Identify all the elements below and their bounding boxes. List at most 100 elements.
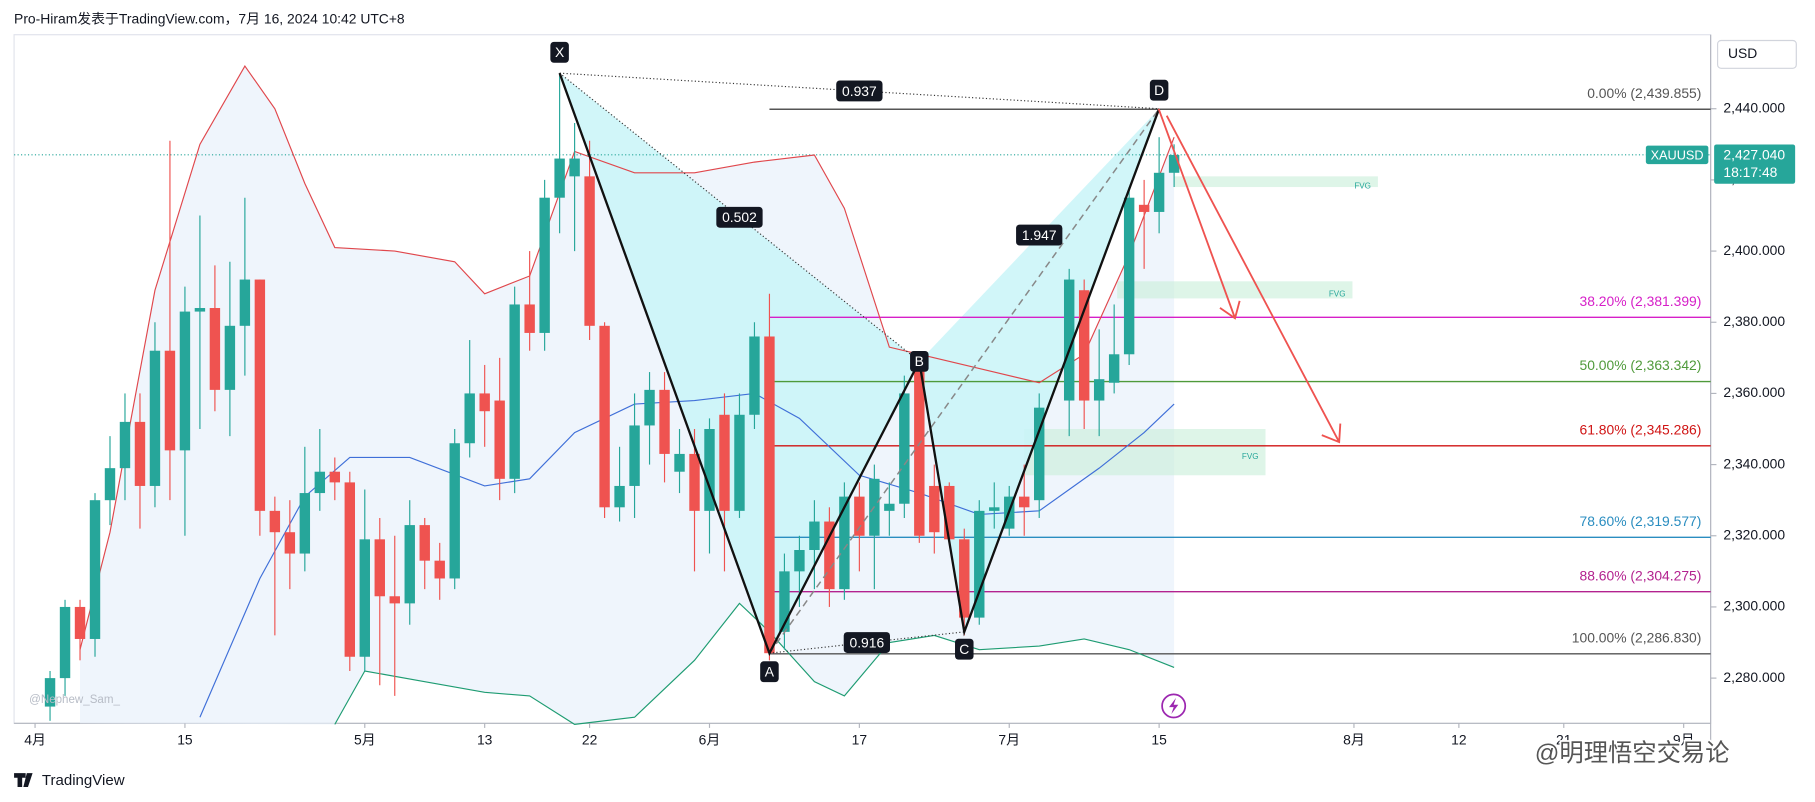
candle-body bbox=[1078, 290, 1090, 401]
pattern-dashed bbox=[768, 108, 1160, 654]
countdown-label: 18:17:48 bbox=[1723, 164, 1777, 180]
x-tick-label: 9月 bbox=[1673, 731, 1695, 747]
lightning bbox=[1169, 697, 1179, 715]
candle-body bbox=[344, 482, 356, 657]
fvg-zone bbox=[1024, 429, 1266, 476]
ratio-label: 0.937 bbox=[842, 83, 877, 99]
candle-body bbox=[734, 414, 745, 511]
projection-arrows bbox=[1157, 108, 1342, 444]
y-tick-label: 2,320.000 bbox=[1723, 526, 1785, 542]
candle-body bbox=[1123, 197, 1135, 355]
candle-body bbox=[824, 521, 835, 590]
pattern-point-box bbox=[910, 350, 929, 372]
footer: TradingView bbox=[42, 772, 125, 789]
candle-body bbox=[239, 279, 251, 326]
price-label: 2,427.040 bbox=[1723, 147, 1785, 163]
candle-body bbox=[524, 304, 535, 333]
candle-body bbox=[989, 507, 1000, 511]
x-tick-label: 5月 bbox=[354, 731, 376, 747]
fib-label: 100.00% (2,286.830) bbox=[1572, 629, 1702, 645]
x-tick-label: 17 bbox=[852, 731, 868, 747]
candle-body bbox=[1168, 154, 1180, 173]
candle-body bbox=[1093, 379, 1105, 401]
ratio-label: 0.502 bbox=[722, 209, 757, 225]
x-tick-label: 21 bbox=[1556, 731, 1572, 747]
symbol-box bbox=[1645, 145, 1709, 165]
fvg-label: FVG bbox=[1329, 290, 1346, 299]
candle-body bbox=[434, 560, 445, 579]
candle-body bbox=[59, 606, 71, 679]
pattern-point-box bbox=[550, 41, 569, 63]
x-tick-label: 13 bbox=[477, 731, 493, 747]
candle-body bbox=[719, 414, 730, 511]
candle-body bbox=[614, 485, 625, 508]
ratio-label: 0.916 bbox=[849, 634, 884, 650]
candle-body bbox=[779, 571, 790, 632]
candle-body bbox=[914, 364, 925, 536]
candle-body bbox=[629, 425, 640, 486]
candle-body bbox=[44, 678, 56, 707]
candle-body bbox=[884, 503, 895, 511]
candle-body bbox=[809, 521, 820, 551]
candle-body bbox=[959, 539, 970, 618]
ratio-box bbox=[1016, 224, 1063, 246]
currency-button[interactable] bbox=[1717, 39, 1797, 69]
candle-body bbox=[419, 525, 430, 561]
candle-body bbox=[449, 443, 460, 579]
x-tick-label: 15 bbox=[177, 731, 193, 747]
candle-body bbox=[464, 393, 475, 444]
candle-body bbox=[329, 471, 341, 483]
y-tick-label: 2,360.000 bbox=[1723, 384, 1785, 400]
fib-label: 50.00% (2,363.342) bbox=[1580, 357, 1702, 373]
fvg-zone bbox=[1117, 281, 1353, 299]
candle-body bbox=[539, 197, 550, 333]
fvg-label: FVG bbox=[1354, 181, 1371, 190]
candle-body bbox=[209, 308, 221, 390]
candle-body bbox=[74, 606, 86, 639]
y-tick-label: 2,440.000 bbox=[1723, 99, 1785, 115]
candle-body bbox=[389, 596, 400, 604]
fib-label: 78.60% (2,319.577) bbox=[1580, 513, 1702, 529]
pattern-point-box bbox=[1149, 79, 1169, 101]
candle-body bbox=[479, 393, 490, 412]
x-tick-label: 8月 bbox=[1343, 731, 1365, 747]
ratio-box bbox=[716, 206, 763, 228]
x-tick-label: 22 bbox=[582, 731, 598, 747]
candle-body bbox=[944, 485, 955, 540]
candle-body bbox=[374, 539, 385, 597]
candle-body bbox=[104, 468, 116, 501]
candle-body bbox=[599, 325, 610, 508]
pattern-point-label: X bbox=[555, 44, 564, 60]
candle-body bbox=[299, 493, 311, 554]
candle-body bbox=[1034, 407, 1045, 501]
y-tick-label: 2,300.000 bbox=[1723, 598, 1785, 614]
fib-label: 88.60% (2,304.275) bbox=[1580, 567, 1702, 583]
candle-body bbox=[494, 400, 505, 479]
candle-body bbox=[1108, 354, 1120, 383]
candle-body bbox=[269, 510, 281, 533]
x-tick-label: 6月 bbox=[699, 731, 721, 747]
x-tick-label: 15 bbox=[1151, 731, 1167, 747]
candle-body bbox=[839, 496, 850, 590]
fvg-label: FVG bbox=[1242, 452, 1259, 461]
pattern-point-label: A bbox=[765, 664, 775, 680]
candle-body bbox=[179, 311, 191, 451]
ratio-label: 1.947 bbox=[1022, 227, 1057, 243]
candle-body bbox=[224, 325, 236, 390]
candle-body bbox=[554, 158, 565, 198]
candle-body bbox=[974, 510, 985, 618]
candle-body bbox=[119, 421, 131, 469]
candle-body bbox=[749, 336, 760, 415]
candle-body bbox=[899, 393, 910, 504]
candle-body bbox=[1063, 279, 1075, 401]
y-tick-label: 2,380.000 bbox=[1723, 313, 1785, 329]
candle-body bbox=[794, 550, 805, 572]
candle-body bbox=[359, 539, 370, 657]
corner-watermark: @明理悟空交易论 bbox=[1535, 740, 1730, 767]
candle-body bbox=[284, 532, 296, 554]
candle-body bbox=[929, 485, 940, 533]
price-box bbox=[1714, 144, 1796, 184]
pattern-point-box bbox=[955, 638, 974, 660]
candle-body bbox=[569, 158, 580, 177]
candle-body bbox=[89, 500, 101, 639]
